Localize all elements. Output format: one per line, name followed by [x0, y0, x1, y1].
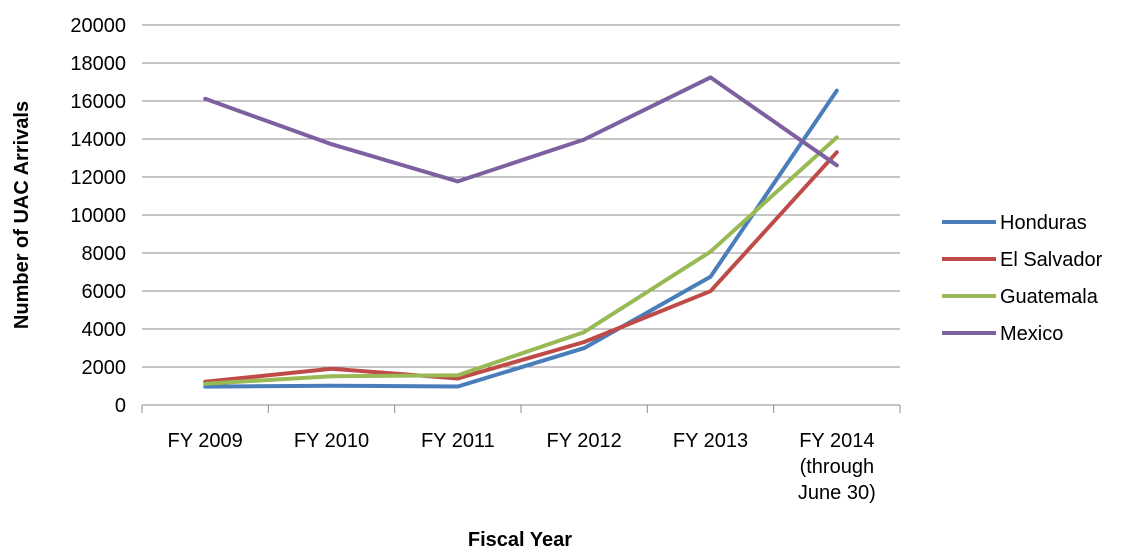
x-tick-label-line: FY 2014 [799, 430, 874, 452]
x-tick-label: FY 2012 [547, 430, 622, 452]
y-tick-label: 0 [115, 395, 126, 417]
y-tick-label: 20000 [70, 15, 126, 37]
legend-label: El Salvador [1000, 249, 1103, 271]
y-tick-label: 18000 [70, 53, 126, 75]
x-tick-label: FY 2010 [294, 430, 369, 452]
x-tick-label-line: FY 2009 [168, 430, 243, 452]
y-axis-title: Number of UAC Arrivals [11, 101, 33, 329]
y-tick-label: 12000 [70, 167, 126, 189]
x-tick-label-line: FY 2011 [421, 430, 495, 452]
y-tick-label: 16000 [70, 91, 126, 113]
axes [141, 404, 901, 413]
y-tick-label: 10000 [70, 205, 126, 227]
x-tick-label-line: June 30) [798, 482, 876, 504]
y-tick-label: 4000 [82, 319, 127, 341]
series-lines [203, 75, 839, 389]
x-tick-label: FY 2013 [673, 430, 748, 452]
x-tick-label-line: FY 2013 [673, 430, 748, 452]
y-tick-label: 14000 [70, 129, 126, 151]
legend: Honduras El Salvador Guatemala Mexico [942, 212, 1103, 345]
x-tick-label-line: FY 2010 [294, 430, 369, 452]
x-tick-label-line: FY 2012 [547, 430, 622, 452]
x-tick-label-line: (through [800, 456, 875, 478]
series-line-el-salvador [203, 150, 839, 384]
x-tick-label: FY 2011 [421, 430, 495, 452]
x-tick-labels: FY 2009 FY 2010 FY 2011 FY 2012 FY 2013 FY 20… [168, 430, 876, 504]
legend-label: Mexico [1000, 323, 1063, 345]
y-tick-label: 8000 [82, 243, 127, 265]
legend-label: Honduras [1000, 212, 1087, 234]
x-axis-title: Fiscal Year [468, 529, 572, 551]
series-line-honduras [203, 88, 839, 389]
legend-label: Guatemala [1000, 286, 1099, 308]
x-tick-label: FY 2014 (through June 30) [798, 430, 876, 504]
series-line-guatemala [203, 135, 839, 386]
y-tick-label: 2000 [82, 357, 127, 379]
gridlines [142, 24, 900, 368]
x-tick-label: FY 2009 [168, 430, 243, 452]
series-line-mexico [203, 75, 839, 184]
y-tick-label: 6000 [82, 281, 127, 303]
y-tick-labels: 0 2000 4000 6000 8000 10000 12000 14000 16000 180… [70, 15, 126, 417]
